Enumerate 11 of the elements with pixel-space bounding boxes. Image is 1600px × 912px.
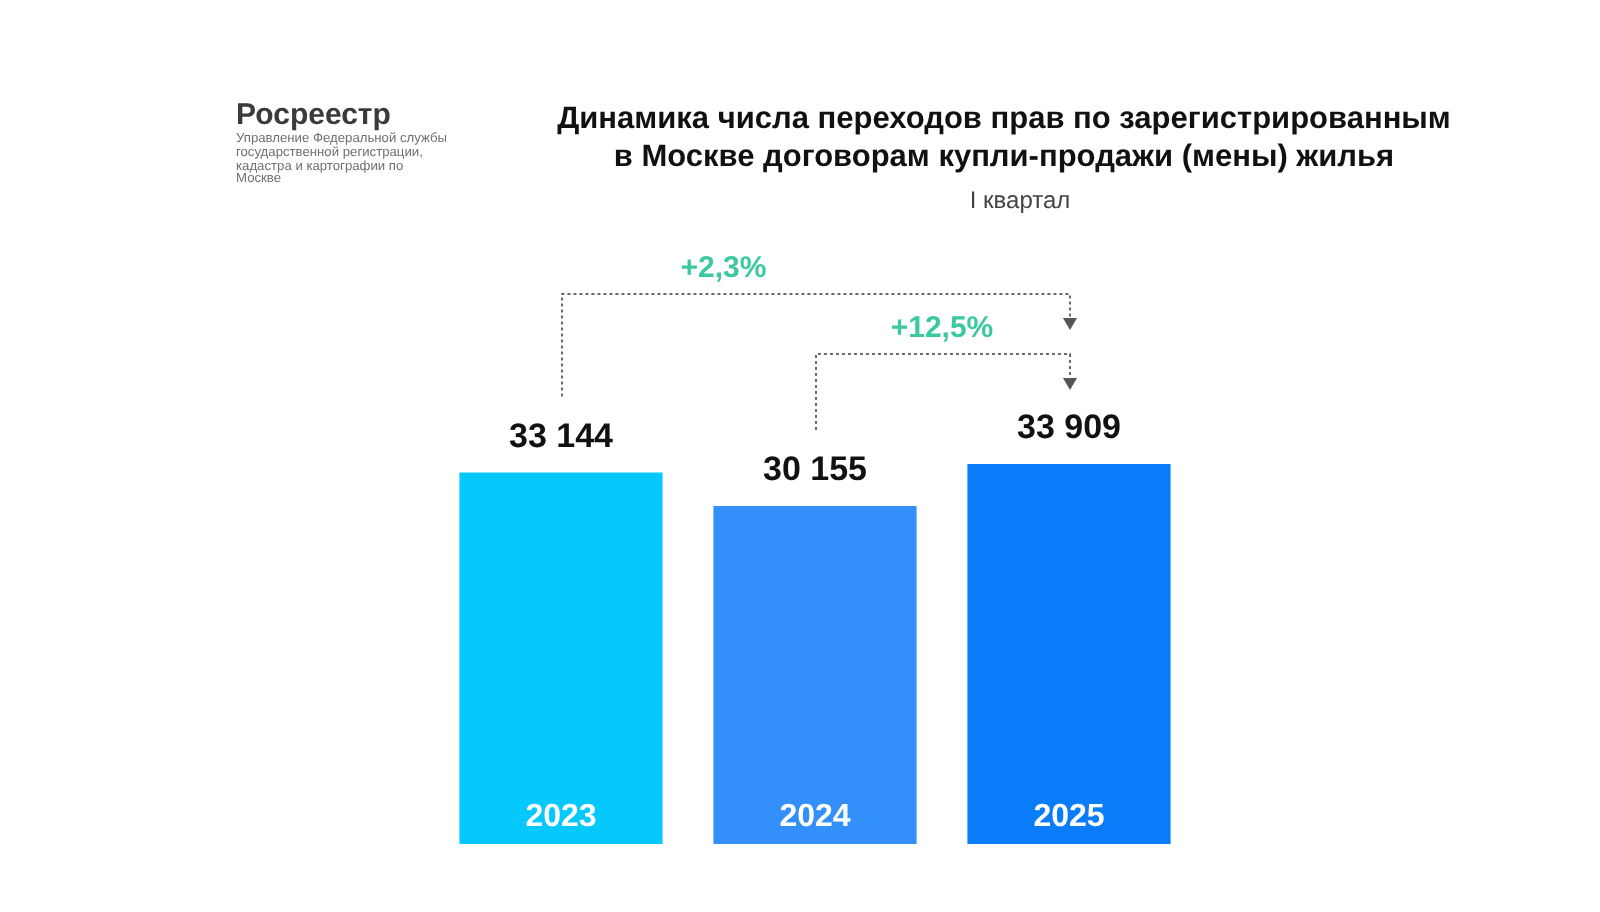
x-tick-label: 2025 — [1033, 800, 1105, 834]
data-label: 33 144 — [509, 416, 615, 455]
x-tick-label: 2024 — [779, 800, 851, 834]
text: Росреестр — [236, 98, 391, 132]
chart-title: Динамика числа переходов прав по зарегистрированным в Москве договорам купли-продажи (мены) жилья — [555, 100, 1453, 176]
text: +12,5% — [890, 311, 994, 345]
text: +2,3% — [680, 251, 767, 285]
data-label: 33 909 — [1017, 408, 1121, 446]
data-label: 30 155 — [763, 450, 867, 489]
chart-subtitle: I квартал — [967, 186, 1073, 214]
x-tick-label: 2023 — [525, 800, 597, 834]
